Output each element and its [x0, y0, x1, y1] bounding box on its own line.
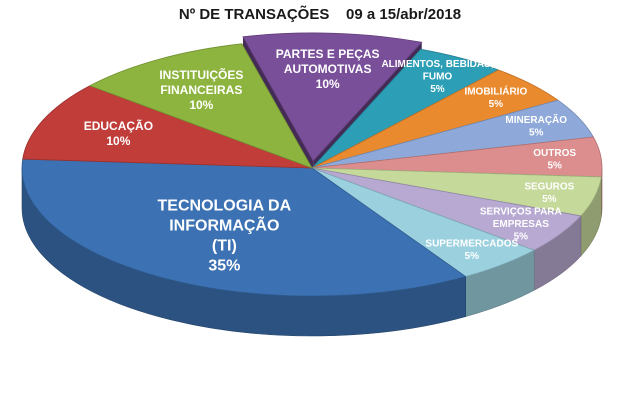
slice-educacao: [22, 85, 313, 169]
slice-label-tecnologia-da-informacao-ti: TECNOLOGIA DA INFORMAÇÃO (TI) 35%: [158, 198, 292, 275]
slice-instituicoes-financeiras: [88, 43, 313, 169]
slice-label-alimentos-bebidas-fumo: ALIMENTOS, BEBIDAS, FUMO 5%: [381, 59, 493, 95]
slice-label-mineracao: MINERAÇÃO 5%: [505, 113, 567, 139]
slice-label-educacao: EDUCAÇÃO 10%: [84, 118, 153, 148]
slice-label-partes-e-pecas-automotivas: PARTES E PEÇAS AUTOMOTIVAS 10%: [276, 47, 380, 91]
slice-tecnologia-da-informacao-ti: [21, 158, 467, 297]
slice-label-seguros: SEGUROS 5%: [524, 181, 574, 205]
slice-partes-e-pecas-automotivas: [242, 32, 423, 162]
slice-label-imobiliario: IMOBILIÁRIO 5%: [464, 85, 527, 111]
slice-label-outros: OUTROS 5%: [533, 148, 576, 172]
slice-label-servicos-para-empresas: SERVIÇOS PARA EMPRESAS 5%: [480, 206, 562, 242]
slice-label-instituicoes-financeiras: INSTITUIÇÕES FINANCEIRAS 10%: [159, 67, 243, 112]
chart-title: Nº DE TRANSAÇÕES 09 a 15/abr/2018: [178, 6, 462, 23]
slice-label-supermercados: SUPERMERCADOS 5%: [425, 238, 518, 261]
